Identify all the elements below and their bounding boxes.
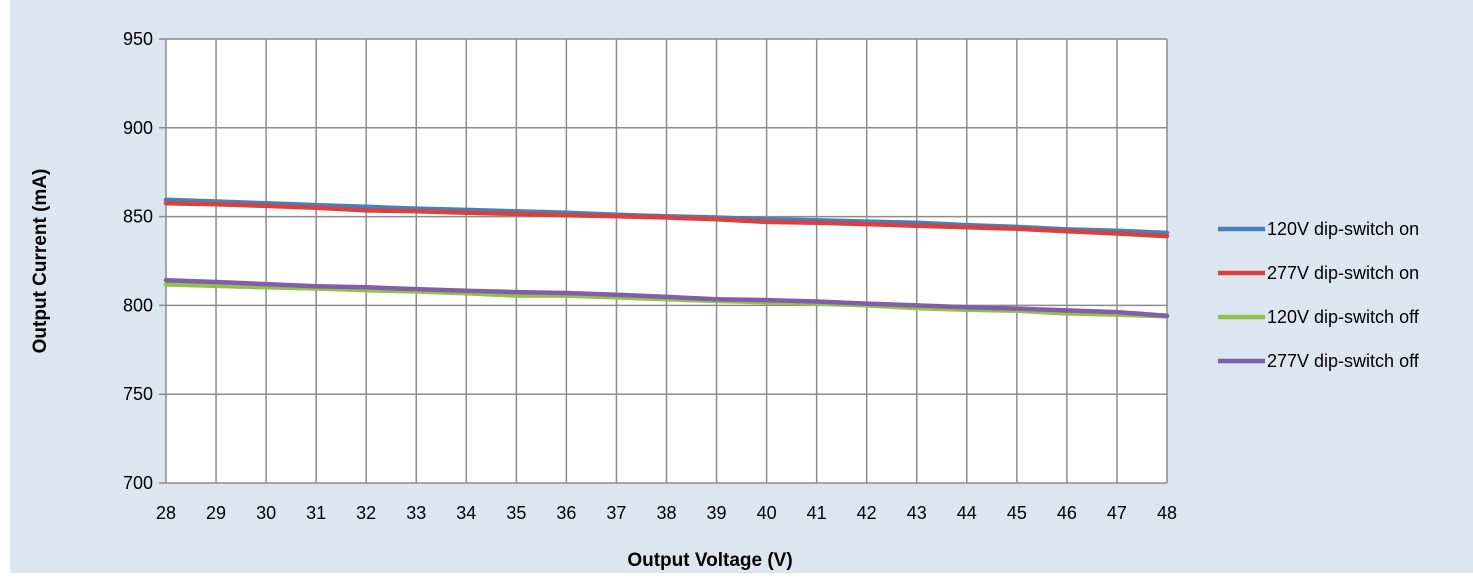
x-tick-label: 36 xyxy=(556,503,576,523)
horizontal-gridlines xyxy=(159,38,1167,484)
x-tick-label: 42 xyxy=(857,503,877,523)
x-tick-label: 39 xyxy=(707,503,727,523)
y-axis-title: Output Current (mA) xyxy=(30,169,51,354)
x-tick-label: 28 xyxy=(156,503,176,523)
x-axis-title: Output Voltage (V) xyxy=(627,550,792,571)
x-tick-label: 37 xyxy=(606,503,626,523)
x-tick-labels: 28 29 30 31 32 33 34 35 36 37 38 39 40 41 42 43 44 45 46 47… xyxy=(156,503,1177,523)
legend-label: 277V dip-switch off xyxy=(1267,351,1420,371)
x-tick-label: 45 xyxy=(1007,503,1027,523)
y-tick-label: 700 xyxy=(123,473,153,493)
series-lines xyxy=(163,197,1170,319)
x-tick-label: 30 xyxy=(256,503,276,523)
y-tick-labels: 700 750 800 850 900 950 xyxy=(123,29,153,493)
chart-area: 28 29 30 31 32 33 34 35 36 37 38 39 40 41 42 43 44 45 46 47… xyxy=(10,0,1473,573)
x-tick-label: 43 xyxy=(907,503,927,523)
legend-label: 120V dip-switch on xyxy=(1267,219,1419,239)
series-line xyxy=(163,282,1170,319)
x-tick-label: 40 xyxy=(757,503,777,523)
vertical-gridlines xyxy=(165,39,1168,483)
x-tick-label: 33 xyxy=(406,503,426,523)
x-tick-label: 48 xyxy=(1157,503,1177,523)
x-tick-label: 31 xyxy=(306,503,326,523)
y-tick-label: 750 xyxy=(123,384,153,404)
x-tick-label: 35 xyxy=(506,503,526,523)
y-tick-label: 800 xyxy=(123,295,153,315)
x-tick-label: 29 xyxy=(206,503,226,523)
y-tick-label: 850 xyxy=(123,207,153,227)
x-tick-label: 41 xyxy=(807,503,827,523)
x-tick-label: 47 xyxy=(1107,503,1127,523)
legend-label: 277V dip-switch on xyxy=(1267,263,1419,283)
x-tick-label: 32 xyxy=(356,503,376,523)
y-tick-label: 900 xyxy=(123,118,153,138)
legend: 120V dip-switch on 277V dip-switch on 120V… xyxy=(1218,219,1420,371)
x-tick-label: 46 xyxy=(1057,503,1077,523)
x-tick-label: 38 xyxy=(656,503,676,523)
legend-label: 120V dip-switch off xyxy=(1267,307,1420,327)
line-chart: 28 29 30 31 32 33 34 35 36 37 38 39 40 41 42 43 44 45 46 47… xyxy=(30,29,1420,571)
x-tick-label: 44 xyxy=(957,503,977,523)
x-tick-label: 34 xyxy=(456,503,476,523)
series-line xyxy=(163,277,1170,318)
series-line xyxy=(163,201,1170,239)
y-tick-label: 950 xyxy=(123,29,153,49)
